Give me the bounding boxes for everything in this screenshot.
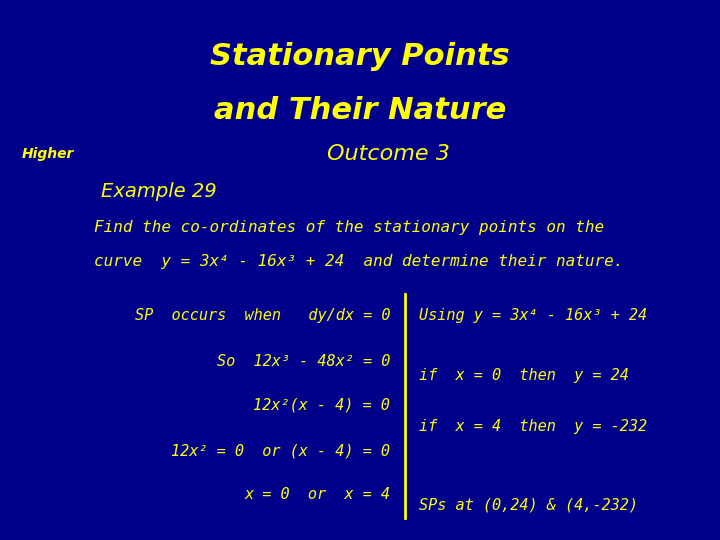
Text: 12x² = 0  or (x - 4) = 0: 12x² = 0 or (x - 4) = 0 — [171, 443, 390, 458]
Text: Find the co-ordinates of the stationary points on the: Find the co-ordinates of the stationary … — [94, 220, 604, 235]
Text: SPs at (0,24) & (4,-232): SPs at (0,24) & (4,-232) — [419, 497, 638, 512]
Text: if  x = 0  then  y = 24: if x = 0 then y = 24 — [419, 368, 629, 383]
Text: So  12x³ - 48x² = 0: So 12x³ - 48x² = 0 — [217, 354, 390, 369]
Text: Stationary Points: Stationary Points — [210, 42, 510, 71]
Text: and Their Nature: and Their Nature — [214, 96, 506, 125]
Text: Outcome 3: Outcome 3 — [328, 144, 450, 164]
Text: Example 29: Example 29 — [101, 182, 217, 201]
Text: Using y = 3x⁴ - 16x³ + 24: Using y = 3x⁴ - 16x³ + 24 — [419, 308, 647, 323]
Text: x = 0  or  x = 4: x = 0 or x = 4 — [244, 487, 390, 502]
Text: SP  occurs  when   dy/dx = 0: SP occurs when dy/dx = 0 — [135, 308, 390, 323]
Text: 12x²(x - 4) = 0: 12x²(x - 4) = 0 — [253, 397, 390, 413]
Text: if  x = 4  then  y = -232: if x = 4 then y = -232 — [419, 419, 647, 434]
Text: curve  y = 3x⁴ - 16x³ + 24  and determine their nature.: curve y = 3x⁴ - 16x³ + 24 and determine … — [94, 254, 623, 269]
Text: Higher: Higher — [22, 147, 74, 161]
